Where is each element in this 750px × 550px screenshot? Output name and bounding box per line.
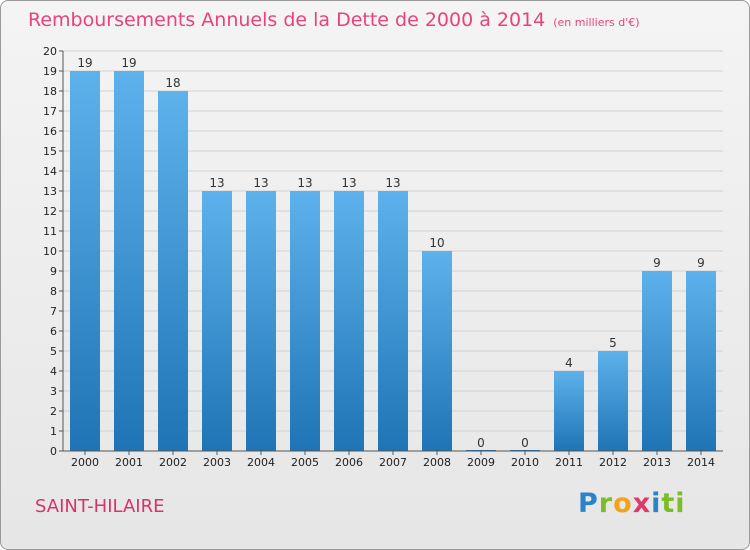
bar-2001 [114,71,144,451]
bar-2007 [378,191,408,451]
value-label-2001: 19 [121,56,136,70]
bar-2012 [598,351,628,451]
value-label-2012: 5 [609,336,617,350]
bar-2006 [334,191,364,451]
y-tick-label: 17 [43,105,57,118]
y-tick-label: 15 [43,145,57,158]
value-label-2004: 13 [253,176,268,190]
value-label-2000: 19 [77,56,92,70]
y-tick-label: 12 [43,205,57,218]
x-tick-label: 2006 [335,456,363,469]
y-tick-label: 19 [43,65,57,78]
y-tick-label: 2 [50,405,57,418]
value-label-2009: 0 [477,436,485,450]
bar-2005 [290,191,320,451]
value-label-2005: 13 [297,176,312,190]
bar-2002 [158,91,188,451]
y-tick-label: 20 [43,45,57,58]
y-tick-label: 16 [43,125,57,138]
y-tick-label: 3 [50,385,57,398]
value-label-2006: 13 [341,176,356,190]
bar-2004 [246,191,276,451]
y-tick-label: 11 [43,225,57,238]
y-tick-label: 18 [43,85,57,98]
y-tick-label: 9 [50,265,57,278]
bar-2000 [70,71,100,451]
proxiti-logo: Proxiti [578,488,686,519]
x-tick-label: 2013 [643,456,671,469]
bar-2008 [422,251,452,451]
x-tick-label: 2003 [203,456,231,469]
chart-title-unit: (en milliers d'€) [553,16,640,29]
value-label-2010: 0 [521,436,529,450]
bar-2013 [642,271,672,451]
y-tick-label: 13 [43,185,57,198]
x-tick-label: 2004 [247,456,275,469]
x-tick-label: 2000 [71,456,99,469]
x-tick-label: 2014 [687,456,715,469]
value-label-2008: 10 [429,236,444,250]
y-tick-label: 1 [50,425,57,438]
x-tick-label: 2009 [467,456,495,469]
x-tick-label: 2002 [159,456,187,469]
bar-2011 [554,371,584,451]
y-tick-label: 0 [50,445,57,458]
x-tick-label: 2008 [423,456,451,469]
value-label-2002: 18 [165,76,180,90]
value-label-2013: 9 [653,256,661,270]
x-tick-label: 2010 [511,456,539,469]
y-tick-label: 10 [43,245,57,258]
value-label-2011: 4 [565,356,573,370]
value-labels: 19 19 18 13 13 13 13 13 10 0 0 4 5 9 9 [77,56,704,450]
x-tick-label: 2005 [291,456,319,469]
y-tick-label: 5 [50,345,57,358]
y-tick-label: 7 [50,305,57,318]
chart-title: Remboursements Annuels de la Dette de 20… [28,9,640,31]
y-tick-label: 14 [43,165,57,178]
bar-2003 [202,191,232,451]
chart-title-main: Remboursements Annuels de la Dette de 20… [28,9,546,31]
value-label-2014: 9 [697,256,705,270]
bars [70,71,716,451]
y-tick-label: 8 [50,285,57,298]
x-tick-label: 2011 [555,456,583,469]
y-tick-label: 6 [50,325,57,338]
x-axis: 2000 2001 2002 2003 2004 2005 2006 2007 2008 2009… [63,450,723,469]
x-tick-label: 2007 [379,456,407,469]
y-tick-label: 4 [50,365,57,378]
commune-name: SAINT-HILAIRE [35,496,165,517]
bar-2014 [686,271,716,451]
value-label-2007: 13 [385,176,400,190]
value-label-2003: 13 [209,176,224,190]
x-tick-label: 2001 [115,456,143,469]
x-tick-label: 2012 [599,456,627,469]
